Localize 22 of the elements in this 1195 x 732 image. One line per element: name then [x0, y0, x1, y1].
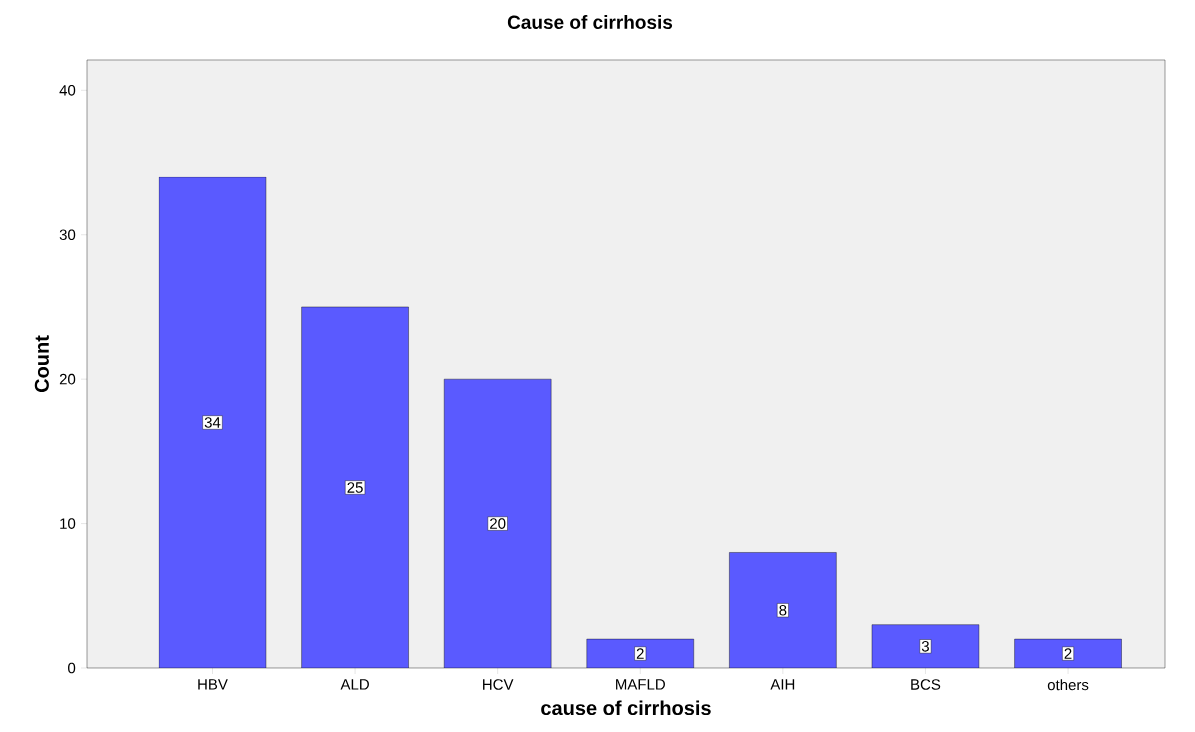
x-tick-label: BCS [911, 679, 941, 690]
x-tick-label: HCV [483, 679, 514, 690]
y-tick-label: 0 [68, 662, 76, 674]
x-tick-label: HBV [198, 679, 228, 690]
x-tick-label: others [1047, 679, 1089, 691]
data-label: 25 [347, 482, 363, 493]
chart-title: Cause of cirrhosis [507, 15, 673, 29]
y-axis-title: Count [34, 335, 49, 393]
y-tick-label: 40 [59, 85, 76, 96]
y-tick-label: 10 [60, 518, 76, 529]
data-label: 20 [490, 518, 506, 529]
data-label: 2 [1064, 648, 1072, 659]
y-tick-label: 20 [59, 373, 76, 385]
y-tick-label: 30 [59, 229, 76, 241]
x-axis-title: cause of cirrhosis [541, 700, 711, 716]
x-tick-label: MAFLD [616, 679, 665, 690]
x-tick-label: ALD [340, 679, 369, 690]
data-label: 34 [204, 417, 221, 428]
data-label: 3 [921, 641, 929, 652]
x-tick-label: AIH [770, 679, 795, 690]
data-label: 8 [779, 604, 787, 616]
data-label: 2 [636, 648, 644, 659]
